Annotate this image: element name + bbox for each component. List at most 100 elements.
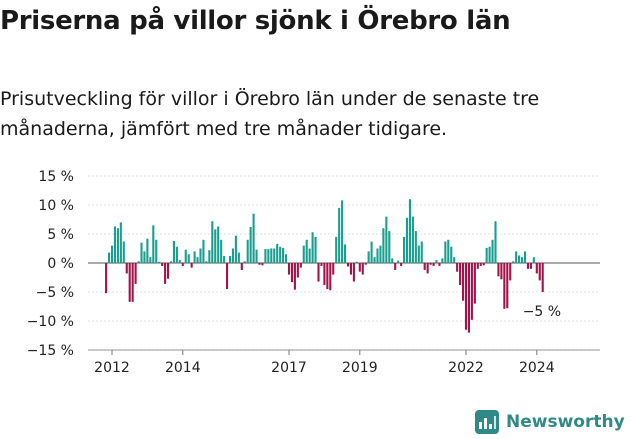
bar: [500, 263, 503, 280]
bar: [532, 257, 535, 263]
bar: [397, 260, 400, 263]
bar: [470, 263, 473, 320]
bar: [134, 263, 137, 284]
bar: [394, 263, 397, 270]
bar: [388, 231, 391, 263]
bar: [113, 226, 116, 263]
bar: [293, 263, 296, 290]
bar: [476, 263, 479, 269]
bar: [305, 239, 308, 263]
bar: [373, 257, 376, 263]
bar: [414, 231, 417, 263]
bar-chart: 15 %10 %5 %0 %−5 %−10 %−15 % 2012 2014 201…: [27, 169, 600, 375]
bar: [506, 263, 509, 309]
bar: [338, 207, 341, 263]
bar: [131, 263, 134, 302]
bar: [352, 263, 355, 282]
bar: [515, 251, 518, 263]
brand-name: Newsworthy: [506, 412, 625, 432]
bar: [459, 263, 462, 286]
bar: [411, 216, 414, 263]
y-tick-label: 15 %: [38, 169, 74, 185]
bar: [152, 225, 155, 263]
bar: [223, 256, 226, 263]
bar: [140, 242, 143, 263]
bar: [302, 245, 305, 263]
bar: [110, 245, 114, 263]
bar: [317, 263, 320, 282]
bar: [290, 263, 293, 283]
y-axis-ticks: 15 % 10 % 5 % 0 % −5 % −10 % −15 %: [27, 169, 74, 359]
bar: [167, 263, 170, 279]
bar: [205, 261, 208, 263]
bar: [119, 222, 122, 263]
bar: [187, 254, 190, 263]
bar: [464, 263, 468, 330]
bar: [335, 236, 338, 263]
bar: [311, 232, 314, 263]
bar: [178, 260, 181, 263]
bar: [226, 263, 229, 290]
bar: [358, 263, 361, 272]
bar: [344, 244, 347, 263]
bar: [349, 263, 352, 275]
bar: [143, 251, 146, 263]
bar: [199, 248, 202, 263]
bar: [105, 263, 108, 294]
bar: [164, 263, 167, 284]
bar: [332, 263, 335, 275]
bar: [196, 257, 199, 263]
bar: [420, 241, 423, 263]
x-tick-label: 2014: [165, 360, 201, 375]
x-tick-label: 2022: [448, 360, 484, 375]
bar: [231, 248, 234, 263]
bar: [509, 263, 512, 281]
bars: [105, 199, 544, 333]
bar: [491, 239, 494, 263]
last-value-annotation: −5 %: [523, 304, 561, 320]
newsworthy-logo[interactable]: Newsworthy: [474, 408, 625, 436]
bar: [279, 246, 282, 263]
bar: [282, 247, 285, 263]
bar: [426, 263, 429, 274]
bar: [108, 252, 111, 263]
bar: [125, 263, 128, 274]
bar: [523, 251, 527, 263]
bar: [270, 248, 273, 263]
bar: [479, 263, 482, 266]
bar: [175, 246, 178, 263]
bar: [255, 249, 258, 263]
bar: [308, 248, 311, 263]
bar: [435, 260, 438, 263]
bar: [329, 263, 332, 291]
chart-subtitle: Prisutveckling för villor i Örebro län u…: [0, 88, 540, 140]
bar: [385, 216, 388, 263]
bar: [341, 200, 344, 263]
y-tick-label: 0 %: [47, 256, 74, 272]
bar: [447, 239, 450, 263]
bar: [296, 263, 299, 278]
bar: [494, 221, 497, 263]
bar: [529, 263, 532, 269]
bar: [190, 263, 193, 268]
bar: [122, 241, 125, 263]
bar: [116, 228, 119, 263]
bar: [228, 256, 232, 263]
bar: [158, 261, 161, 263]
bar: [314, 236, 317, 263]
bar: [299, 263, 302, 268]
bar: [264, 249, 267, 263]
bar: [252, 213, 255, 263]
newsworthy-logo-icon: [475, 410, 499, 434]
bar: [379, 245, 382, 263]
bar: [267, 249, 270, 263]
y-tick-label: 10 %: [38, 198, 74, 214]
bar: [149, 257, 152, 263]
bar: [361, 263, 364, 275]
y-tick-label: −15 %: [27, 343, 74, 359]
bar: [240, 263, 243, 270]
bar: [243, 261, 246, 263]
bar: [400, 263, 403, 266]
bar: [482, 263, 485, 266]
y-tick-label: 5 %: [47, 227, 74, 243]
